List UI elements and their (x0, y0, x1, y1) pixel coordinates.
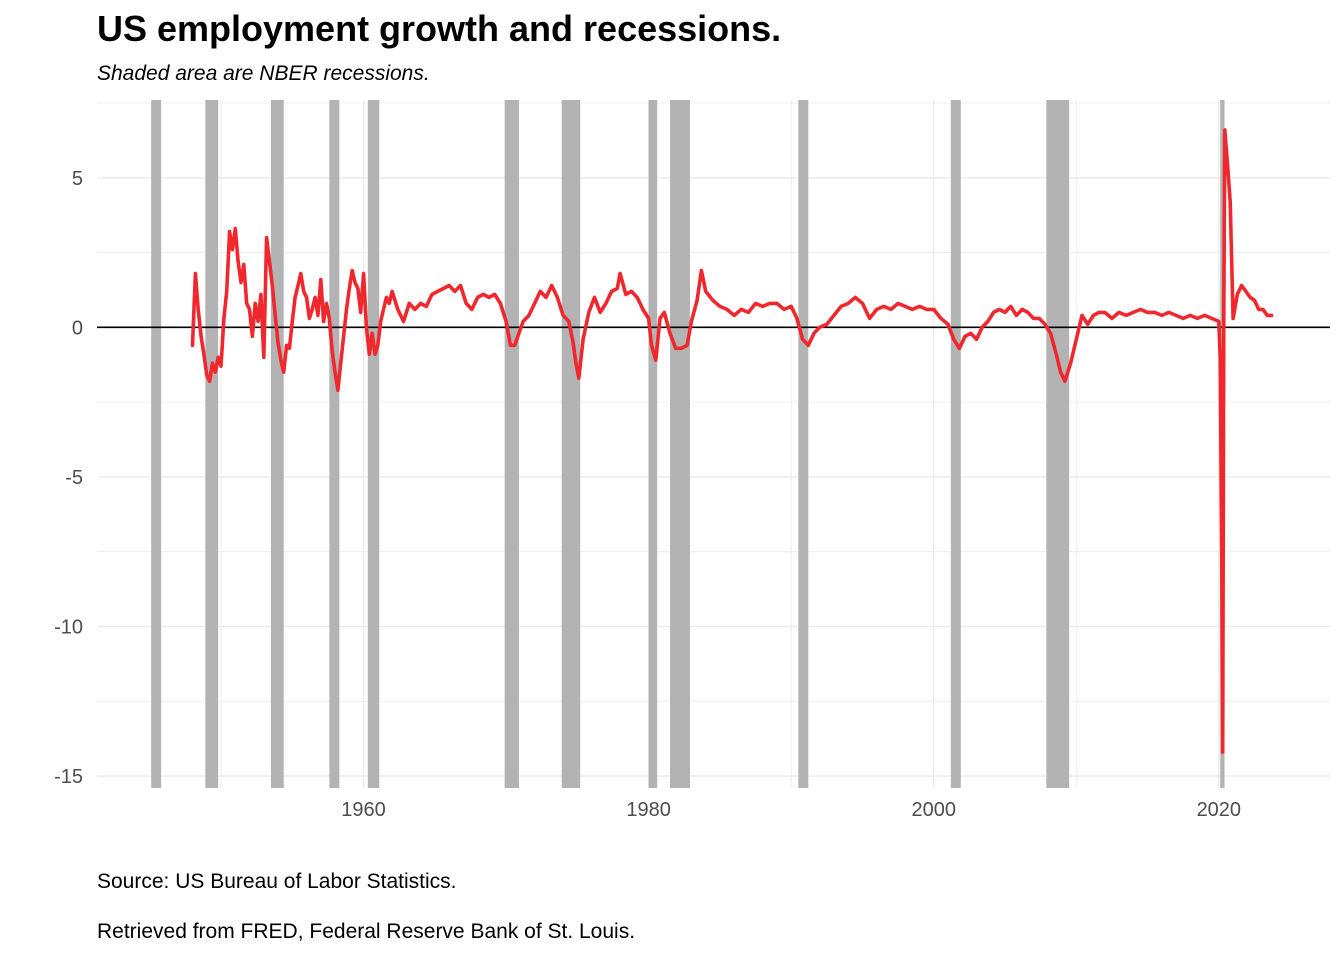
y-tick-label: -10 (54, 616, 83, 638)
recession-bar (205, 100, 219, 788)
retrieved-caption: Retrieved from FRED, Federal Reserve Ban… (97, 920, 636, 943)
chart-title: US employment growth and recessions. (97, 8, 782, 49)
x-tick-label: 1960 (341, 799, 386, 821)
line-chart: 5 0 -5 -10 -15 1960 1980 2000 2020 (54, 100, 1330, 821)
recession-bar (504, 100, 519, 788)
recession-bar (561, 100, 581, 788)
axis-labels: 5 0 -5 -10 -15 1960 1980 2000 2020 (54, 168, 1241, 821)
recession-bar (1046, 100, 1070, 788)
chart-subtitle: Shaded area are NBER recessions. (97, 62, 430, 85)
source-caption: Source: US Bureau of Labor Statistics. (97, 870, 457, 893)
series-layer (190, 128, 1274, 754)
recession-bar (329, 100, 340, 788)
recession-bar (151, 100, 162, 788)
recession-bar (648, 100, 658, 788)
recession-layer (151, 100, 1225, 788)
y-tick-label: 5 (72, 168, 83, 190)
y-tick-label: -5 (65, 467, 83, 489)
x-tick-label: 1980 (626, 799, 671, 821)
recession-bar (270, 100, 284, 788)
y-tick-label: -15 (54, 766, 83, 788)
recession-bar (670, 100, 690, 788)
recession-bar (798, 100, 809, 788)
x-tick-label: 2020 (1197, 799, 1242, 821)
x-tick-label: 2000 (911, 799, 956, 821)
series-line (190, 128, 1274, 754)
recession-bar (367, 100, 380, 788)
y-tick-label: 0 (72, 317, 83, 339)
recession-bar (950, 100, 961, 788)
